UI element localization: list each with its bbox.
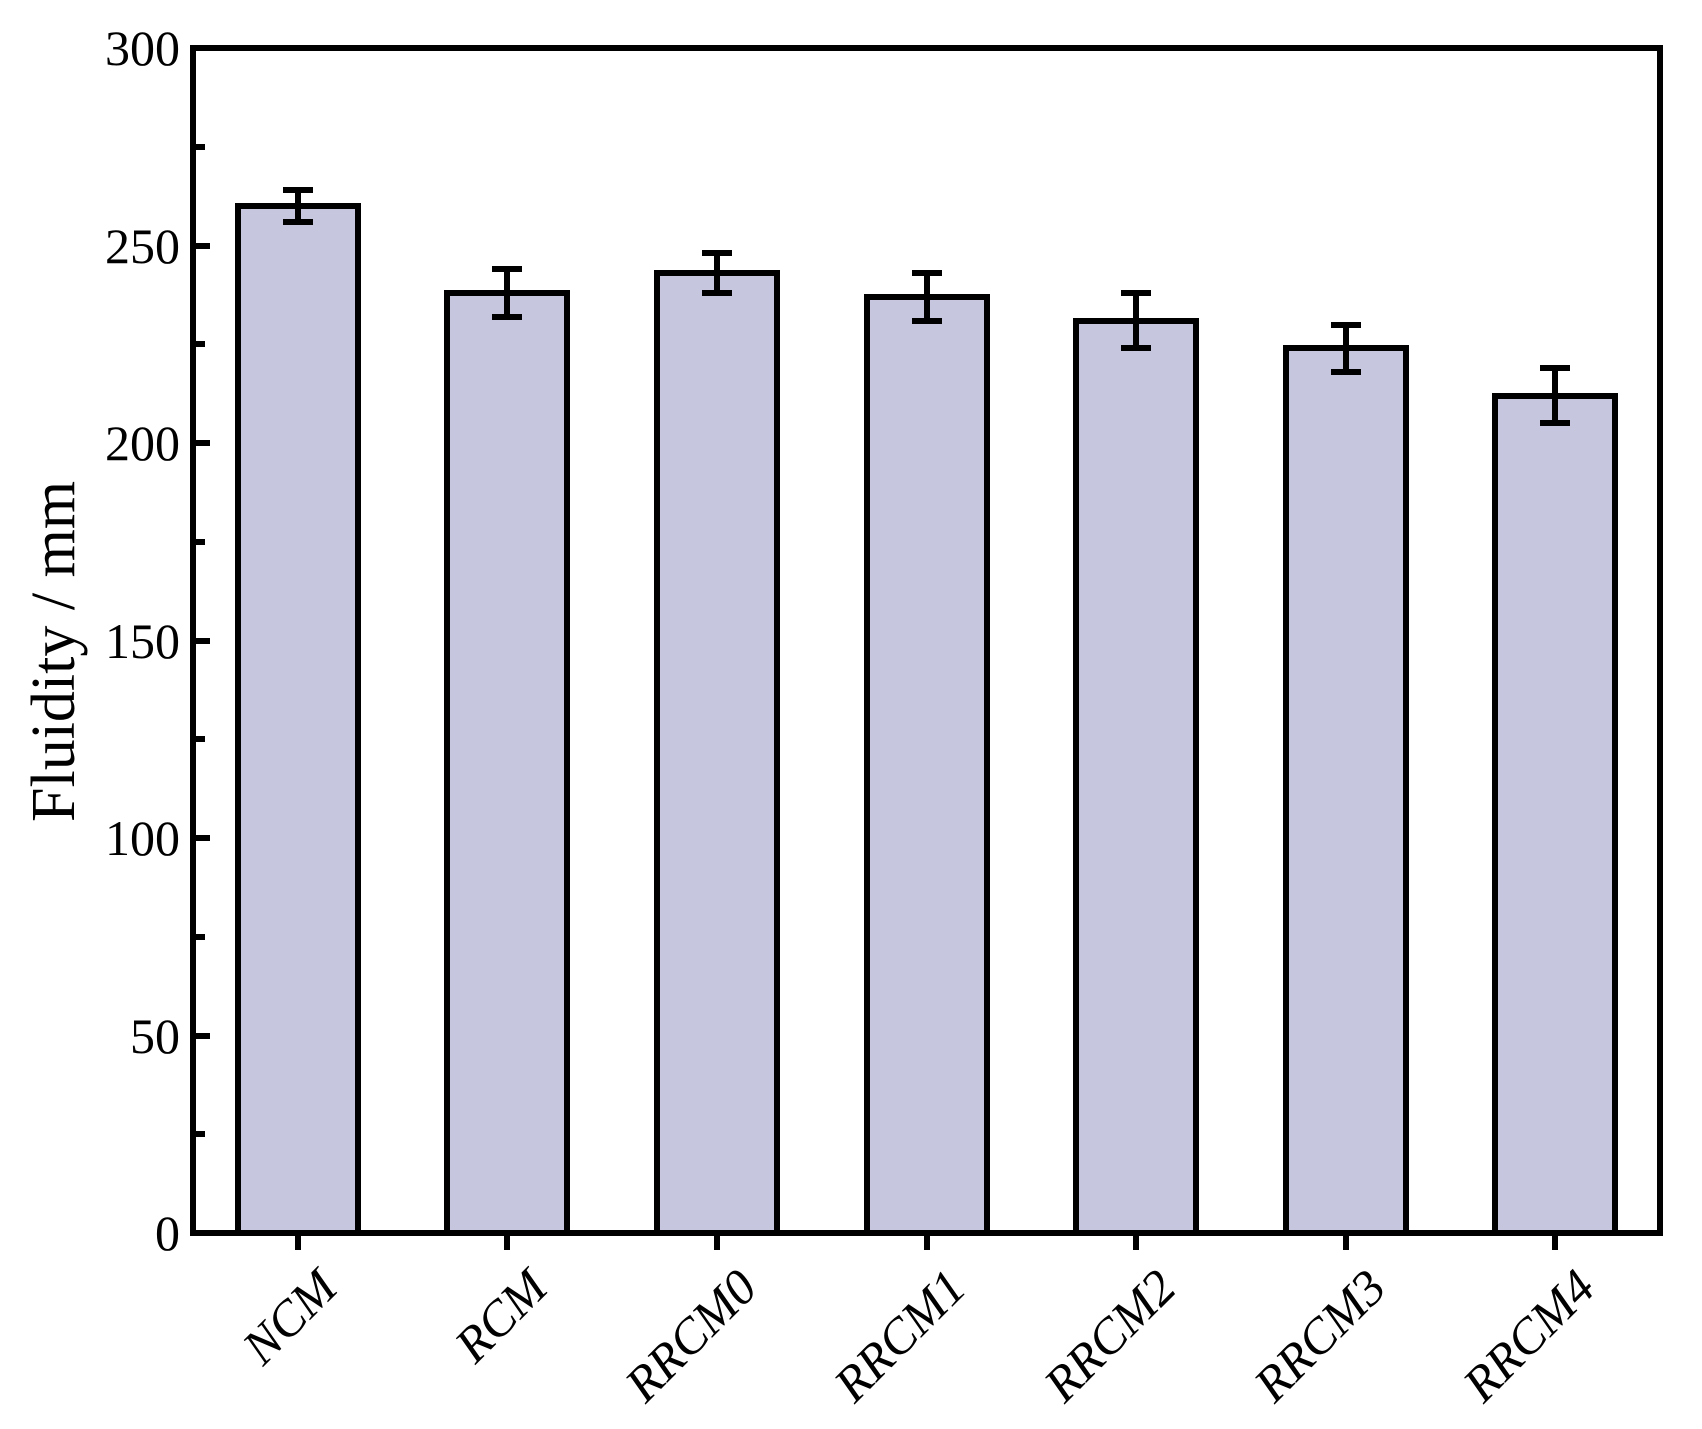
- y-major-tick: [196, 440, 210, 446]
- error-bar-cap-top: [1540, 364, 1571, 371]
- bar: [653, 270, 780, 1236]
- bar: [234, 203, 361, 1236]
- error-bar-cap-bottom: [701, 289, 732, 296]
- x-category-label: RRCM1: [823, 1258, 977, 1413]
- x-tick: [504, 1236, 511, 1250]
- y-minor-tick: [196, 736, 205, 743]
- error-bar-line: [1342, 321, 1349, 375]
- y-major-tick: [196, 835, 210, 841]
- error-bar-cap-top: [701, 250, 732, 257]
- x-tick: [923, 1236, 930, 1250]
- error-bar-line: [1552, 364, 1559, 427]
- error-bar-line: [294, 187, 301, 225]
- x-category-label: RCM: [443, 1258, 558, 1373]
- y-tick-label: 0: [155, 1205, 180, 1261]
- bar: [1073, 317, 1200, 1236]
- y-major-tick: [196, 242, 210, 249]
- x-tick: [1133, 1236, 1140, 1250]
- bar: [444, 289, 571, 1236]
- error-bar-line: [923, 270, 930, 324]
- error-bar-cap-top: [282, 187, 313, 194]
- error-bar-cap-bottom: [1330, 368, 1361, 375]
- x-category-label: RRCM3: [1242, 1258, 1396, 1413]
- error-bar-cap-top: [911, 270, 942, 277]
- bar: [1492, 392, 1619, 1236]
- y-major-tick: [196, 1032, 210, 1039]
- y-tick-label: 150: [105, 612, 180, 669]
- y-major-tick: [196, 637, 210, 644]
- error-bar-cap-top: [1121, 289, 1152, 296]
- y-minor-tick: [196, 933, 205, 940]
- error-bar-line: [713, 250, 720, 296]
- y-tick-label: 200: [105, 415, 180, 471]
- y-tick-label: 100: [105, 810, 180, 866]
- error-bar-cap-bottom: [911, 317, 942, 324]
- x-category-label: RRCM4: [1451, 1258, 1606, 1413]
- error-bar-cap-bottom: [1540, 420, 1571, 427]
- error-bar-cap-bottom: [1121, 345, 1152, 352]
- y-minor-tick: [196, 143, 205, 150]
- x-tick: [1552, 1236, 1559, 1250]
- error-bar-cap-top: [1330, 321, 1361, 328]
- error-bar-line: [1133, 289, 1140, 352]
- y-minor-tick: [196, 341, 205, 348]
- y-tick-label: 250: [105, 217, 180, 274]
- y-minor-tick: [196, 538, 205, 545]
- bar: [1282, 345, 1409, 1236]
- x-tick: [1342, 1236, 1349, 1250]
- error-bar-cap-top: [492, 266, 523, 273]
- y-tick-label: 300: [105, 20, 180, 76]
- error-bar-cap-bottom: [282, 218, 313, 225]
- bar: [863, 293, 990, 1236]
- error-bar-cap-bottom: [492, 313, 523, 320]
- error-bar-line: [504, 266, 511, 320]
- x-category-label: NCM: [231, 1258, 348, 1375]
- x-tick: [713, 1236, 720, 1250]
- y-tick-label: 50: [130, 1007, 180, 1064]
- x-tick: [294, 1236, 301, 1250]
- x-category-label: RRCM0: [613, 1258, 768, 1413]
- x-category-label: RRCM2: [1032, 1258, 1187, 1413]
- y-minor-tick: [196, 1131, 205, 1138]
